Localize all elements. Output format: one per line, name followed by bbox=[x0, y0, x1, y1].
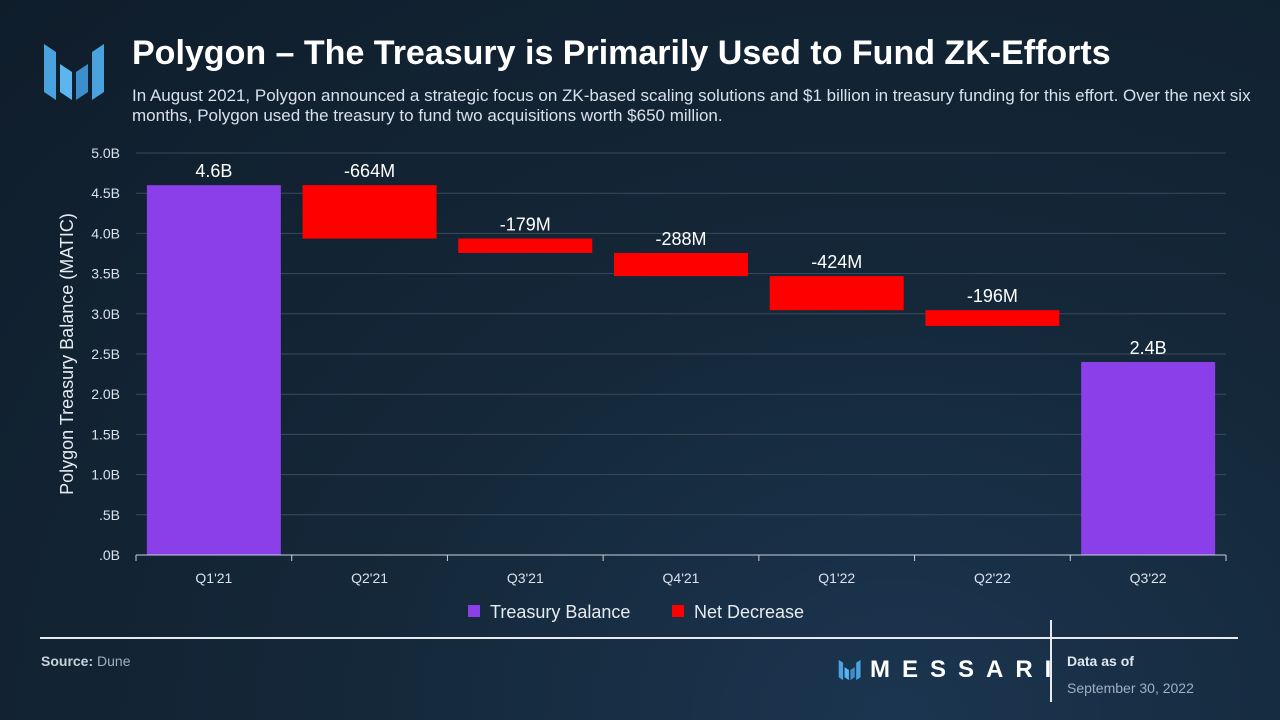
data-label: 4.6B bbox=[195, 161, 232, 181]
y-tick-label: 2.5B bbox=[91, 346, 120, 362]
x-tick-label: Q2'22 bbox=[974, 570, 1011, 586]
legend-swatch-purple bbox=[468, 605, 480, 617]
x-tick-label: Q4'21 bbox=[663, 570, 700, 586]
waterfall-chart: .0B .5B 1.0B 1.5B 2.0B 2.5B 3.0B 3.5B 4.0B 4.5B 5.… bbox=[57, 145, 1227, 586]
brand-wordmark: MESSARI bbox=[870, 656, 1064, 683]
legend-label: Treasury Balance bbox=[490, 602, 631, 622]
y-tick-label: 2.0B bbox=[91, 386, 120, 402]
x-tick-label: Q3'22 bbox=[1130, 570, 1167, 586]
y-tick-label: 3.5B bbox=[91, 266, 120, 282]
bar-net-decrease bbox=[769, 276, 904, 311]
footer-divider bbox=[40, 637, 1238, 639]
y-tick-label: 1.0B bbox=[91, 467, 120, 483]
x-tick-label: Q3'21 bbox=[507, 570, 544, 586]
y-tick-label: .0B bbox=[99, 547, 120, 563]
data-label: -179M bbox=[500, 215, 551, 235]
messari-logo-icon bbox=[44, 44, 104, 100]
data-label: -196M bbox=[967, 286, 1018, 306]
y-tick-label: 1.5B bbox=[91, 426, 120, 442]
bar-treasury-balance bbox=[1081, 362, 1216, 555]
y-tick-label: 4.5B bbox=[91, 185, 120, 201]
data-label: 2.4B bbox=[1130, 338, 1167, 358]
bar-net-decrease bbox=[458, 238, 593, 253]
x-tick-label: Q1'22 bbox=[818, 570, 855, 586]
chart-legend: Treasury Balance Net Decrease bbox=[0, 602, 1280, 626]
bar-treasury-balance bbox=[146, 185, 281, 555]
y-tick-label: 5.0B bbox=[91, 145, 120, 161]
data-label: -288M bbox=[655, 229, 706, 249]
data-as-of-label: Data as of bbox=[1067, 653, 1134, 669]
y-tick-label: 3.0B bbox=[91, 306, 120, 322]
y-axis-title: Polygon Treasury Balance (MATIC) bbox=[57, 213, 77, 495]
legend-swatch-red bbox=[672, 605, 684, 617]
data-as-of-date: September 30, 2022 bbox=[1067, 680, 1194, 696]
page-title: Polygon – The Treasury is Primarily Used… bbox=[132, 34, 1111, 72]
bar-net-decrease bbox=[614, 252, 748, 277]
footer-vertical-divider bbox=[1050, 620, 1052, 702]
source-label: Source: bbox=[41, 653, 94, 669]
messari-small-logo-icon bbox=[838, 659, 861, 681]
bar-net-decrease bbox=[925, 310, 1060, 326]
source-note: Source: Dune bbox=[41, 653, 130, 669]
x-tick-label: Q1'21 bbox=[195, 570, 232, 586]
bar-net-decrease bbox=[302, 185, 437, 239]
page-subtitle: In August 2021, Polygon announced a stra… bbox=[132, 86, 1251, 125]
legend-item-treasury-balance: Treasury Balance bbox=[468, 602, 630, 623]
y-tick-label: 4.0B bbox=[91, 225, 120, 241]
data-label: -424M bbox=[811, 252, 862, 272]
source-value: Dune bbox=[97, 653, 131, 669]
legend-item-net-decrease: Net Decrease bbox=[672, 602, 804, 623]
legend-label: Net Decrease bbox=[694, 602, 805, 622]
data-label: -664M bbox=[344, 161, 395, 181]
y-tick-label: .5B bbox=[99, 507, 120, 523]
x-tick-label: Q2'21 bbox=[351, 570, 388, 586]
